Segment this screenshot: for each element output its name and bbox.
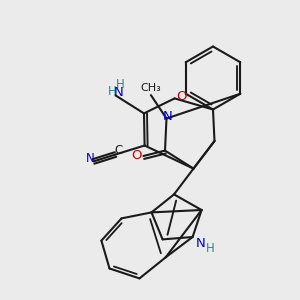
Text: N: N	[163, 110, 173, 124]
Text: N: N	[196, 237, 206, 250]
Text: O: O	[132, 149, 142, 163]
Text: H: H	[116, 77, 124, 91]
Text: N: N	[114, 86, 123, 100]
Text: O: O	[176, 90, 187, 104]
Text: C: C	[114, 144, 123, 158]
Text: CH₃: CH₃	[140, 82, 161, 93]
Text: H: H	[206, 242, 215, 255]
Text: N: N	[86, 152, 95, 165]
Text: H: H	[107, 85, 116, 98]
